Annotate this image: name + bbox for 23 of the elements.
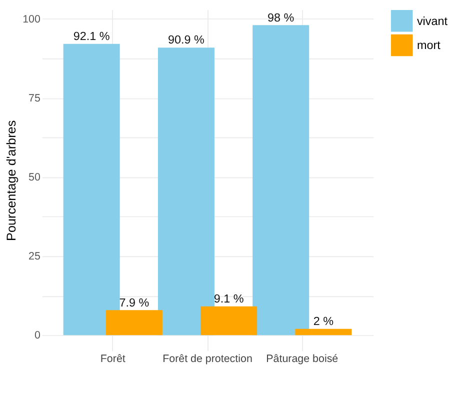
bar	[106, 310, 162, 336]
bar	[295, 328, 352, 336]
bar	[63, 44, 120, 336]
y-tick-label: 75	[28, 92, 40, 104]
legend-label: vivant	[416, 14, 448, 28]
data-label: 9.1 %	[214, 292, 244, 306]
bar	[158, 48, 214, 336]
x-tick-label: Forêt de protection	[162, 352, 252, 365]
bar	[252, 25, 310, 336]
y-axis-title: Pourcentage d'arbres	[4, 120, 19, 241]
data-label: 2 %	[313, 314, 334, 328]
y-tick-label: 100	[22, 13, 40, 26]
y-tick-label: 50	[28, 171, 40, 184]
x-tick-label: Forêt	[100, 352, 126, 365]
data-label: 90.9 %	[168, 34, 204, 47]
legend-label: mort	[416, 39, 442, 52]
y-tick-label: 0	[34, 330, 40, 342]
data-label: 92.1 %	[73, 30, 110, 43]
data-label: 7.9 %	[119, 296, 150, 310]
bar	[200, 306, 258, 336]
x-tick-label: Pâturage boisé	[266, 352, 338, 365]
y-tick-label: 25	[28, 250, 40, 262]
data-label: 98 %	[268, 11, 294, 24]
